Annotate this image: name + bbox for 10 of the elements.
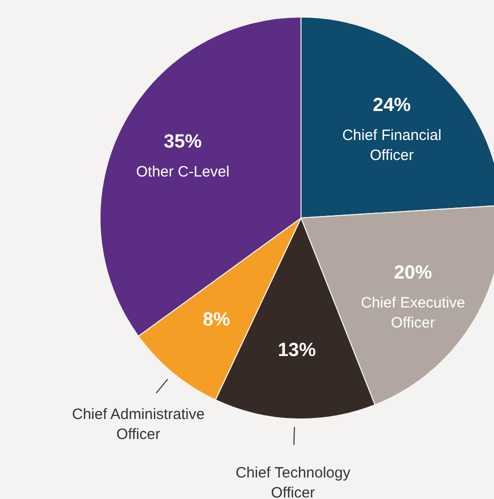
data-label: 35% [164,131,202,152]
data-label: 8% [202,310,230,331]
slice-label: Chief Technology Officer [236,464,351,499]
data-label: 20% [394,262,432,284]
slice-label: Other C-Level [136,163,230,180]
slice-label: Chief Financial Officer [342,126,442,164]
data-label: 13% [278,340,316,362]
slice-label: Chief Administrative Officer [72,406,205,444]
slice-label: Chief Executive Officer [360,294,466,332]
data-label: 24% [372,94,411,116]
